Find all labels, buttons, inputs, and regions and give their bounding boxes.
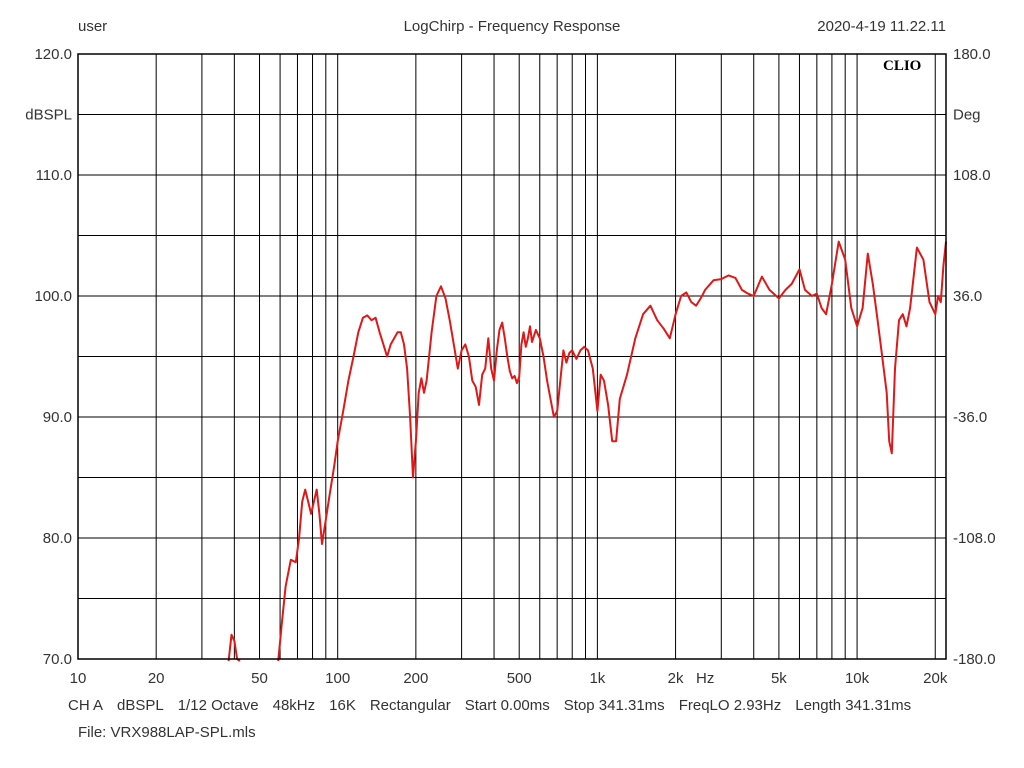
x-tick-label: 500 xyxy=(507,670,532,687)
y-axis-label: dBSPL xyxy=(25,107,72,124)
y-right-tick-label: -180.0 xyxy=(953,651,996,668)
y-tick-label: 120.0 xyxy=(34,46,72,63)
y-right-tick-label: 180.0 xyxy=(953,46,991,63)
footer-item: Rectangular xyxy=(369,697,451,714)
user-label: user xyxy=(78,18,108,35)
footer-item: CH A xyxy=(68,697,104,714)
footer-item: Stop 341.31ms xyxy=(563,697,665,714)
footer-item: 48kHz xyxy=(272,697,316,714)
x-tick-label: 50 xyxy=(251,670,268,687)
footer-item: 16K xyxy=(329,697,356,714)
y-tick-label: 80.0 xyxy=(43,530,72,547)
x-tick-label: 20k xyxy=(923,670,948,687)
x-tick-label: 1k xyxy=(589,670,605,687)
x-tick-label: 20 xyxy=(148,670,165,687)
x-tick-label: 10k xyxy=(845,670,870,687)
plot-frame xyxy=(77,53,947,660)
y-right-tick-label: 36.0 xyxy=(953,288,982,305)
y-right-tick-labels: -180.0 -108.0 -36.0 36.0 108.0 180.0 xyxy=(953,46,996,668)
x-tick-label: 10 xyxy=(70,670,87,687)
footer-item: 1/12 Octave xyxy=(177,697,259,714)
x-tick-label: 200 xyxy=(403,670,428,687)
clio-watermark: CLIO xyxy=(883,58,921,74)
y-tick-labels: 70.0 80.0 90.0 100.0 110.0 120.0 xyxy=(34,46,72,668)
y-tick-label: 70.0 xyxy=(43,651,72,668)
footer-settings: CH A dBSPL 1/12 Octave 48kHz 16K Rectangular S… xyxy=(68,697,925,714)
file-name: File: VRX988LAP-SPL.mls xyxy=(78,724,256,741)
x-tick-labels: 10 20 50 100 200 500 1k 2k 5k 10k 20k xyxy=(70,670,948,687)
y-tick-label: 110.0 xyxy=(36,167,72,184)
x-tick-label: 5k xyxy=(771,670,787,687)
footer-item: Length 341.31ms xyxy=(795,697,912,714)
grid xyxy=(78,54,946,659)
y-right-tick-label: 108.0 xyxy=(953,167,991,184)
footer-item: Start 0.00ms xyxy=(464,697,550,714)
y-right-tick-label: -108.0 xyxy=(953,530,996,547)
x-tick-label: 2k xyxy=(668,670,684,687)
timestamp: 2020-4-19 11.22.11 xyxy=(817,18,946,35)
y-tick-label: 90.0 xyxy=(43,409,72,426)
x-unit-label: Hz xyxy=(696,670,714,687)
y-right-tick-label: -36.0 xyxy=(953,409,987,426)
y-right-axis-label: Deg xyxy=(953,107,981,124)
y-tick-label: 100.0 xyxy=(34,288,72,305)
footer-item: dBSPL xyxy=(117,697,164,714)
footer-item: FreqLO 2.93Hz xyxy=(678,697,782,714)
x-tick-label: 100 xyxy=(325,670,350,687)
chart-title: LogChirp - Frequency Response xyxy=(403,18,621,35)
